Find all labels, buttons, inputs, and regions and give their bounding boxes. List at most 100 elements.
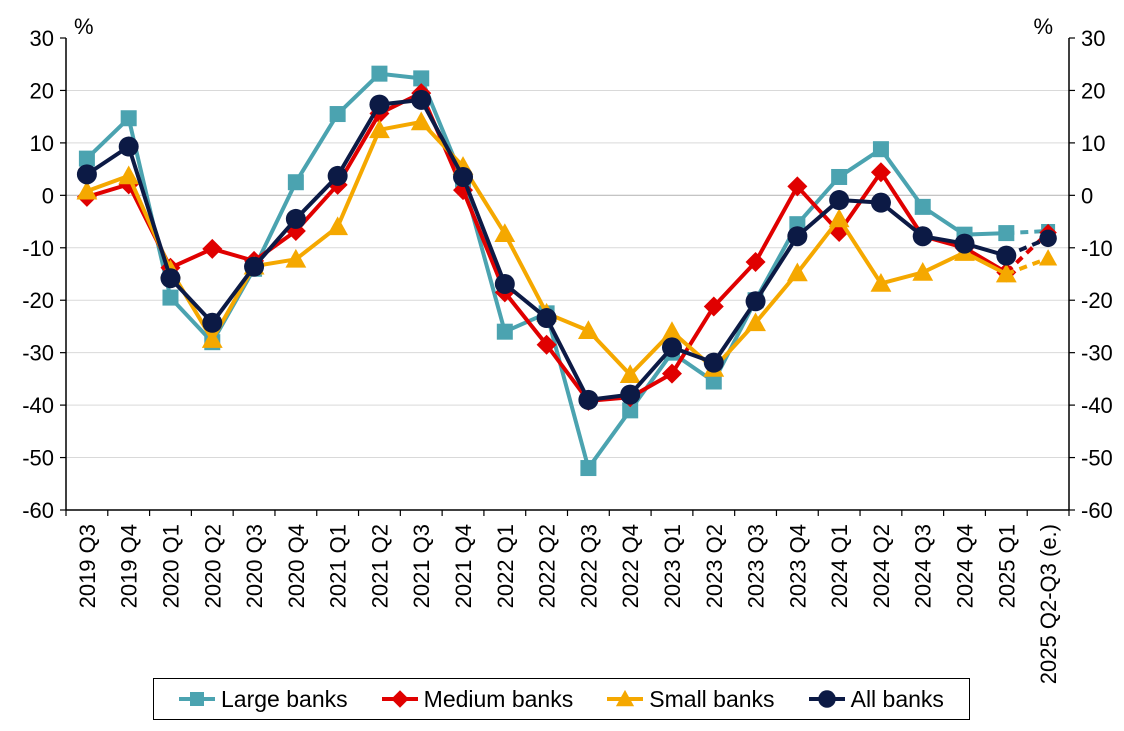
- y-tick-label-right: -30: [1081, 341, 1113, 366]
- data-point: [870, 162, 891, 183]
- data-point-estimate: [1039, 249, 1058, 266]
- data-point: [160, 268, 181, 289]
- series-large-banks: [78, 65, 1056, 477]
- data-point: [787, 226, 808, 247]
- y-tick-label-right: -50: [1081, 446, 1113, 471]
- data-point: [998, 225, 1015, 242]
- series-line: [85, 71, 1007, 471]
- data-point: [162, 289, 179, 306]
- data-point: [371, 65, 388, 82]
- data-point: [577, 320, 599, 339]
- data-point: [995, 263, 1017, 283]
- x-tick-label: 2020 Q4: [284, 524, 309, 608]
- data-point: [411, 89, 432, 110]
- legend-label: Large banks: [221, 685, 348, 712]
- x-tick-label: 2020 Q1: [158, 524, 183, 608]
- data-point: [619, 364, 641, 384]
- x-tick-label: 2021 Q4: [451, 524, 476, 608]
- series-small-banks: [76, 111, 1058, 384]
- y-tick-label-right: -60: [1081, 498, 1113, 523]
- data-point: [745, 251, 766, 272]
- data-point: [620, 384, 641, 405]
- legend: Large banks Medium banks Small banks All ba…: [153, 678, 970, 720]
- data-point: [661, 337, 682, 358]
- data-point: [410, 111, 432, 131]
- y-tick-label-right: 0: [1081, 183, 1093, 208]
- legend-label: Small banks: [649, 685, 775, 712]
- data-point: [703, 352, 724, 373]
- legend-item-medium-banks: Medium banks: [381, 685, 574, 713]
- x-tick-label: 2025 Q2-Q3 (e.): [1036, 524, 1061, 684]
- y-tick-label-right: 10: [1081, 131, 1105, 156]
- x-tick-label: 2024 Q1: [827, 524, 852, 608]
- legend-item-small-banks: Small banks: [607, 685, 775, 713]
- y-unit-left: %: [74, 14, 94, 39]
- data-point: [285, 248, 307, 268]
- data-point: [201, 329, 223, 348]
- x-tick-label: 2025 Q1: [994, 524, 1019, 608]
- data-point: [536, 334, 557, 355]
- x-tick-label: 2024 Q2: [869, 524, 894, 608]
- data-point: [118, 136, 139, 157]
- data-point: [453, 166, 474, 187]
- y-tick-label-left: -30: [22, 341, 54, 366]
- x-tick-label: 2021 Q1: [326, 524, 351, 608]
- data-point: [872, 141, 889, 158]
- y-tick-label-left: -60: [22, 498, 54, 523]
- y-tick-label-right: -40: [1081, 393, 1113, 418]
- x-tick-label: 2019 Q3: [75, 524, 100, 608]
- data-point: [578, 389, 599, 410]
- y-tick-label-left: 20: [30, 78, 54, 103]
- data-point: [828, 208, 850, 228]
- data-point: [870, 192, 891, 213]
- x-tick-label: 2023 Q2: [702, 524, 727, 608]
- data-point: [912, 262, 934, 281]
- data-point: [831, 168, 848, 185]
- y-tick-label-right: 30: [1081, 26, 1105, 51]
- x-tick-label: 2022 Q4: [618, 524, 643, 608]
- data-point: [661, 363, 682, 384]
- y-unit-right: %: [1033, 14, 1053, 39]
- data-point: [829, 190, 850, 211]
- x-tick-label: 2023 Q3: [744, 524, 769, 608]
- legend-label: Medium banks: [423, 685, 574, 712]
- data-point-estimate: [1039, 229, 1057, 248]
- y-tick-label-left: -20: [22, 288, 54, 313]
- series-line-estimate: [1005, 256, 1049, 276]
- legend-swatch-marker: [616, 689, 635, 707]
- y-tick-label-left: -10: [22, 236, 54, 261]
- data-point: [287, 174, 304, 191]
- x-tick-label: 2022 Q1: [493, 524, 518, 608]
- data-point: [786, 262, 808, 282]
- series-line: [85, 97, 1007, 402]
- data-point: [914, 198, 931, 215]
- legend-swatch-marker: [190, 692, 205, 706]
- x-tick-label: 2024 Q3: [911, 524, 936, 608]
- x-tick-label: 2022 Q3: [576, 524, 601, 608]
- data-point: [369, 94, 390, 115]
- data-point: [369, 119, 390, 139]
- y-tick-label-left: 10: [30, 131, 54, 156]
- legend-item-large-banks: Large banks: [179, 686, 348, 713]
- data-point: [327, 165, 348, 186]
- y-tick-label-right: 20: [1081, 78, 1105, 103]
- data-point: [580, 460, 597, 477]
- legend-swatch: [607, 689, 644, 707]
- data-point: [661, 321, 683, 341]
- data-point: [496, 323, 513, 340]
- x-tick-label: 2023 Q4: [785, 524, 810, 608]
- legend-swatch: [381, 690, 418, 708]
- data-point: [78, 150, 95, 167]
- data-point: [202, 312, 223, 333]
- data-point: [244, 256, 265, 277]
- y-tick-label-left: 0: [42, 183, 54, 208]
- x-tick-label: 2019 Q4: [117, 524, 142, 608]
- series-all-banks: [76, 89, 1057, 410]
- data-point: [622, 402, 639, 419]
- x-tick-label: 2023 Q1: [660, 524, 685, 608]
- data-point: [285, 208, 306, 229]
- data-point: [996, 245, 1017, 266]
- data-point: [76, 180, 98, 200]
- data-point: [329, 106, 346, 123]
